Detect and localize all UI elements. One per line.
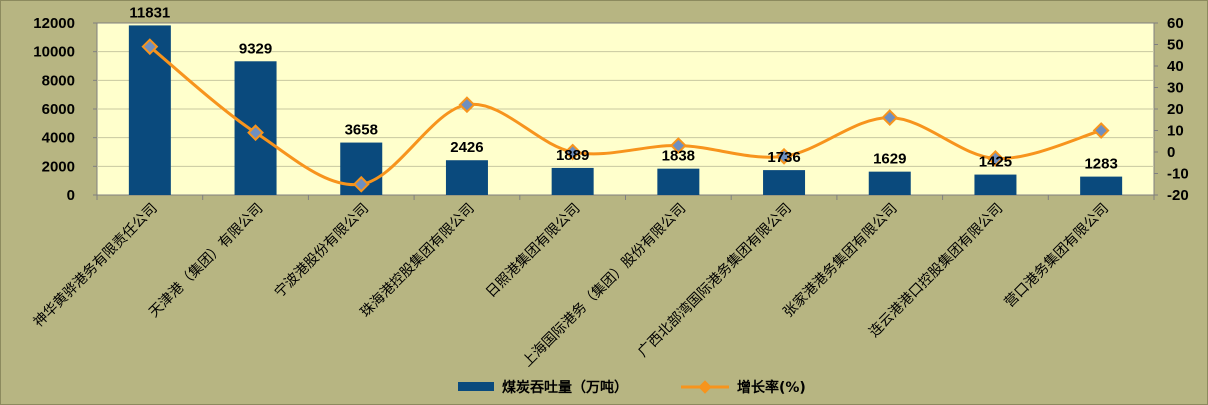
bar-value-label: 1736 [767, 149, 800, 166]
y2-tick-label: -20 [1167, 187, 1189, 204]
bar [868, 171, 911, 195]
bar-value-label: 1283 [1084, 156, 1117, 173]
bar [1080, 176, 1123, 195]
x-category-label: 珠海港控股集团有限公司 [357, 200, 478, 321]
legend-bar-label: 煤炭吞吐量（万吨） [502, 379, 628, 396]
legend-line-marker [698, 380, 712, 394]
line-point [564, 143, 582, 161]
bar-value-label: 1425 [979, 154, 1012, 171]
line-point [247, 124, 264, 142]
x-category-label: 宁波港股份有限公司 [271, 200, 372, 301]
legend-line-label: 增长率(%) [737, 379, 806, 396]
line-point [352, 175, 370, 193]
x-category-label: 神华黄骅港务有限责任公司 [30, 200, 161, 331]
y2-tick-label: 10 [1167, 123, 1184, 140]
bar [445, 160, 488, 195]
growth-line [148, 45, 1102, 187]
bar-value-label: 11831 [129, 4, 170, 21]
y-tick-label: 6000 [42, 101, 75, 118]
bar [551, 167, 594, 195]
x-category-label: 天津港（集团）有限公司 [145, 200, 266, 321]
line-point [141, 38, 159, 56]
y-tick-label: 4000 [42, 130, 75, 147]
y2-tick-label: 60 [1167, 15, 1184, 32]
bar-value-label: 9329 [239, 40, 272, 57]
bar-value-label: 1838 [662, 148, 695, 165]
y2-tick-label: 30 [1167, 80, 1184, 97]
legend-bar-swatch [458, 382, 494, 391]
bar [763, 170, 806, 195]
y-tick-label: 2000 [42, 158, 75, 175]
line-point [775, 147, 793, 165]
bar-value-label: 2426 [450, 139, 483, 156]
x-category-label: 日照港集团有限公司 [482, 200, 583, 301]
bar [974, 174, 1017, 195]
y-tick-label: 8000 [42, 72, 75, 89]
y2-tick-label: 20 [1167, 101, 1184, 118]
x-category-label: 营口港务集团有限公司 [1001, 200, 1112, 311]
x-category-label: 上海国际港务（集团）股份有限公司 [519, 200, 689, 370]
y-tick-label: 0 [67, 187, 75, 204]
line-point [987, 150, 1004, 167]
bar [657, 168, 700, 195]
y-tick-label: 12000 [33, 15, 75, 32]
line-point [669, 137, 687, 154]
y2-tick-label: 0 [1167, 144, 1175, 161]
line-point [1092, 122, 1110, 139]
line-point [881, 109, 899, 127]
y2-tick-label: 40 [1167, 58, 1184, 75]
y2-tick-label: 50 [1167, 37, 1184, 54]
bar-value-label: 1889 [556, 147, 589, 164]
bar-value-label: 3658 [345, 122, 378, 139]
y2-tick-label: -10 [1167, 166, 1189, 183]
line-point [458, 96, 476, 114]
bar-value-label: 1629 [873, 151, 906, 168]
y-tick-label: 10000 [33, 44, 75, 61]
x-category-label: 张家港港务集团有限公司 [780, 200, 901, 321]
